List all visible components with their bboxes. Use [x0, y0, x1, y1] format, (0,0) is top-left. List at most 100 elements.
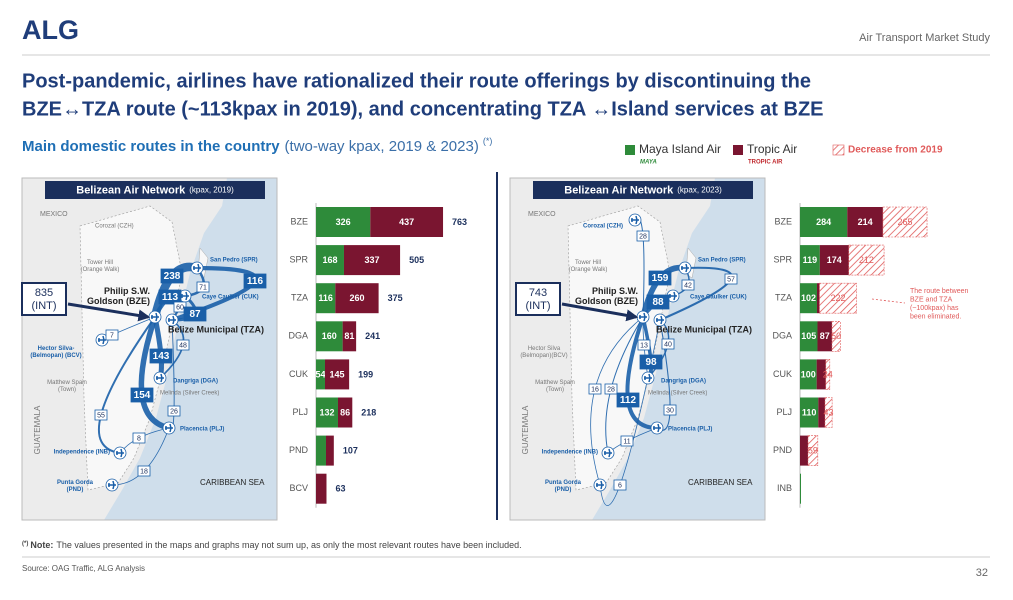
airport-icon — [165, 313, 179, 327]
bar-segment — [882, 206, 928, 238]
bar-segment — [316, 283, 336, 314]
airport-plane — [639, 312, 647, 322]
place-label: Independence (INB) — [54, 450, 110, 456]
route-value: 238 — [164, 271, 181, 282]
bar-segment — [816, 283, 820, 314]
route-value: 40 — [664, 341, 672, 348]
place-label: CARIBBEAN SEA — [200, 478, 265, 487]
route-value: 6 — [618, 482, 622, 489]
airport-icon — [628, 213, 642, 227]
footer-note: (*) Note: The values presented in the maps… — [22, 540, 522, 550]
segment-label: 59 — [808, 445, 818, 455]
airport-plane — [644, 373, 652, 383]
route-value: 55 — [97, 412, 105, 419]
route-box — [636, 230, 650, 242]
segment-label: 86 — [340, 407, 350, 417]
int-box — [515, 282, 561, 316]
route-map: MEXICO Corozal (CZH) Tower Hill (Orange Wal… — [21, 177, 278, 521]
route-value: 48 — [179, 342, 187, 349]
int-arrow — [67, 302, 151, 322]
airport-plane — [604, 448, 612, 458]
category-label: BZE — [290, 216, 308, 226]
legend-logo: MAYA — [640, 160, 657, 166]
annotation-leader — [871, 298, 906, 304]
place-label-line: Hector Silva — [528, 346, 561, 352]
legend-label: Tropic Air — [747, 142, 797, 156]
int-value: 743 — [529, 287, 547, 299]
route-box — [613, 479, 627, 491]
category-label: PLJ — [292, 407, 308, 417]
category-label: DGA — [772, 331, 792, 341]
bar-segment — [335, 283, 379, 314]
airport-icon — [601, 446, 615, 460]
total-label: 107 — [343, 445, 358, 455]
segment-label: 260 — [349, 293, 364, 303]
bar-segment — [824, 397, 833, 428]
map-title: Belizean Air Network (kpax, 2023) — [564, 184, 722, 196]
category-label: CUK — [773, 369, 792, 379]
place-label: Tower Hill (Orange Walk) — [569, 260, 608, 273]
route-box — [130, 387, 154, 403]
place-label: Dangriga (DGA) — [173, 379, 218, 385]
place-label-line: Tower Hill — [575, 260, 601, 266]
segment-label: 222 — [830, 293, 845, 303]
annotation-line: been eliminated. — [910, 313, 961, 320]
category-label: CUK — [289, 369, 308, 379]
route-box — [149, 348, 173, 364]
segment-label: 132 — [319, 407, 334, 417]
category-label: PND — [289, 445, 309, 455]
place-label-line: (Belmopan)(BCV) — [520, 353, 567, 359]
total-label: 375 — [388, 293, 403, 303]
airport-icon — [653, 313, 667, 327]
total-label: 218 — [361, 407, 376, 417]
airport-icon — [678, 261, 692, 275]
route-value: 116 — [247, 276, 264, 287]
route-value: 98 — [645, 357, 657, 368]
airport-icon — [148, 310, 162, 324]
segment-label: 100 — [801, 369, 816, 379]
route-box — [681, 279, 695, 291]
route-box — [243, 273, 267, 289]
place-label: Caye Caulker (CUK) — [202, 295, 259, 301]
route-map: MEXICO Corozal (CZH) Tower Hill (Orange Wal… — [509, 177, 766, 521]
place-label: MEXICO — [40, 211, 68, 218]
bar-segment — [316, 245, 344, 276]
total-label: 763 — [452, 217, 467, 227]
segment-label: 265 — [897, 217, 912, 227]
title-line: Post-pandemic, airlines have rationalize… — [22, 70, 811, 92]
subtitle: Main domestic routes in the country (two-… — [22, 136, 492, 155]
segment-label: 110 — [802, 407, 817, 417]
bar-segment — [800, 207, 848, 237]
route-value: 60 — [176, 304, 184, 311]
place-label: Philip S.W. Goldson (BZE) — [87, 286, 150, 306]
total-label: 199 — [358, 369, 373, 379]
bar-segment — [800, 473, 801, 504]
place-label-line: Philip S.W. — [592, 286, 638, 296]
int-label: (INT) — [31, 300, 56, 312]
category-label: INB — [777, 483, 792, 493]
place-label: GUATEMALA — [521, 405, 530, 454]
bar-segment — [370, 207, 444, 237]
page-number: 32 — [976, 567, 988, 579]
int-arrow — [561, 302, 639, 322]
route-value: 71 — [199, 284, 207, 291]
segment-label: 160 — [322, 331, 337, 341]
place-label-line: Goldson (BZE) — [575, 296, 638, 306]
bar-segment — [325, 435, 334, 466]
route-value: 87 — [189, 309, 201, 320]
segment-label: 116 — [318, 293, 333, 303]
airport-plane — [631, 215, 639, 225]
airport-icon — [650, 421, 664, 435]
airport-plane — [596, 480, 604, 490]
airport-icon — [153, 371, 167, 385]
bar-segment — [800, 321, 818, 352]
route-value: 16 — [591, 386, 599, 393]
int-box — [21, 282, 67, 316]
route-box — [639, 354, 663, 370]
airport-icon — [105, 478, 119, 492]
segment-label: 437 — [399, 217, 414, 227]
airport-plane — [116, 448, 124, 458]
place-label-line: Goldson (BZE) — [87, 296, 150, 306]
place-label-line: (Orange Walk) — [81, 267, 120, 273]
place-label: Tower Hill (Orange Walk) — [81, 260, 120, 273]
